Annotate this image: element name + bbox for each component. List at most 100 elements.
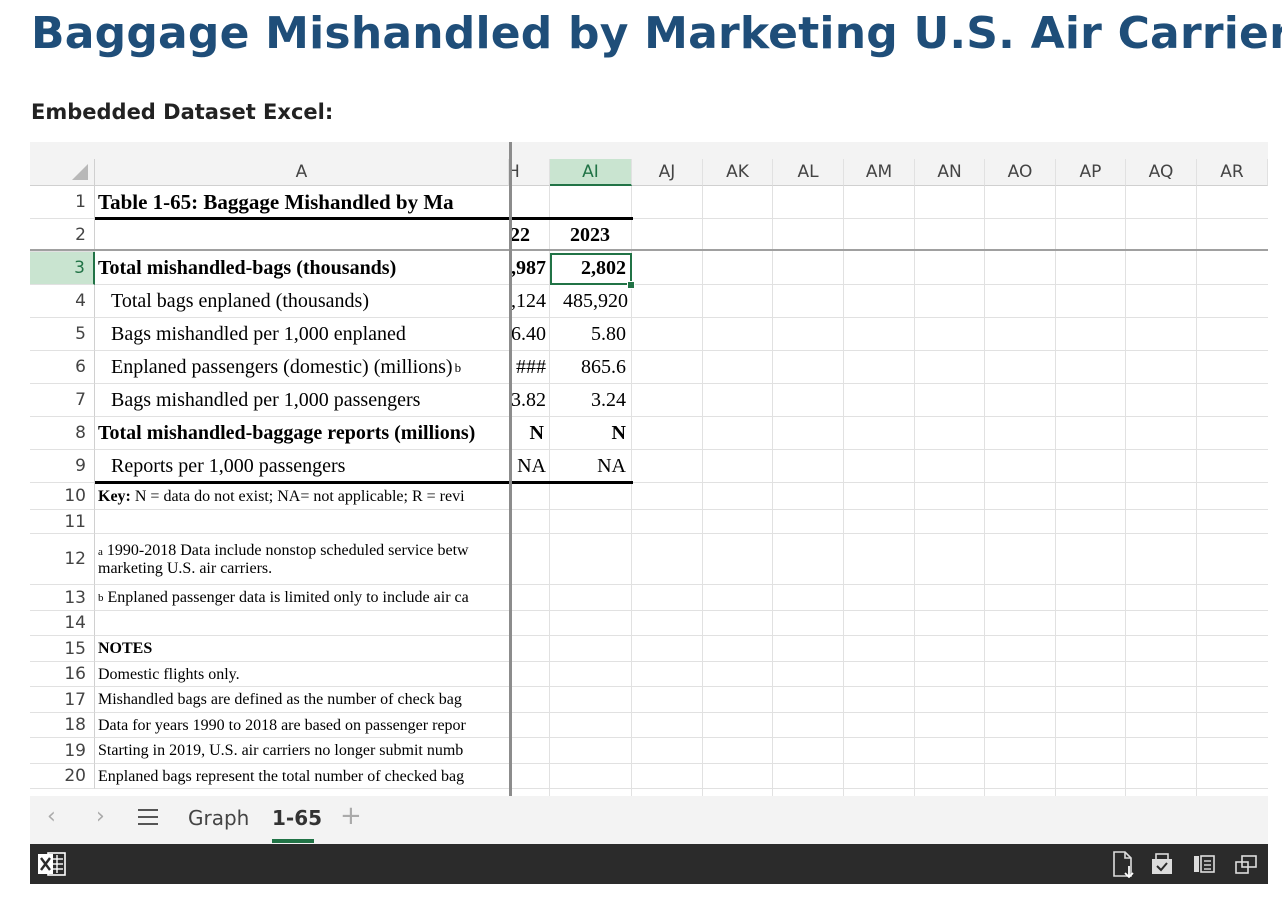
footnote-b-text: Enplaned passenger data is limited only … [103, 589, 469, 606]
cell-h4[interactable]: ,124 [511, 290, 546, 312]
row-header-16[interactable]: 16 [30, 662, 95, 687]
cell-a19[interactable]: Starting in 2019, U.S. air carriers no l… [98, 742, 464, 759]
row-header-12[interactable]: 12 [30, 534, 95, 585]
cell-h2[interactable]: 22 [510, 224, 530, 246]
row-header-15[interactable]: 15 [30, 636, 95, 662]
cell-a15-notes[interactable]: NOTES [98, 640, 153, 657]
row-header-6[interactable]: 6 [30, 351, 95, 384]
gridline [1055, 186, 1056, 796]
cell-h3[interactable]: ,987 [511, 257, 546, 279]
cell-a17[interactable]: Mishandled bags are defined as the numbe… [98, 691, 462, 708]
gridline [1125, 186, 1126, 796]
excel-logo-icon[interactable] [37, 850, 67, 878]
cell-ai9[interactable]: NA [597, 455, 626, 477]
freeze-pane-vertical [509, 142, 512, 796]
column-header-al[interactable]: AL [773, 159, 844, 186]
cell-ai5[interactable]: 5.80 [591, 323, 626, 345]
cell-h5[interactable]: 6.40 [511, 323, 546, 345]
cell-ai7[interactable]: 3.24 [591, 389, 626, 411]
fill-handle[interactable] [627, 281, 635, 289]
active-cell-selection[interactable] [550, 253, 632, 285]
gridline [95, 788, 1268, 789]
prev-sheet-button[interactable]: ‹ [47, 804, 56, 829]
row-header-7[interactable]: 7 [30, 384, 95, 417]
gridline [95, 661, 1268, 662]
all-sheets-menu-icon[interactable] [138, 808, 160, 826]
cell-ai8[interactable]: N [611, 422, 626, 444]
cell-ai4[interactable]: 485,920 [563, 290, 628, 312]
row-header-19[interactable]: 19 [30, 738, 95, 764]
column-header-an[interactable]: AN [915, 159, 985, 186]
cell-a6[interactable]: Enplaned passengers (domestic) (millions… [98, 351, 521, 384]
cell-a12-footnote-a[interactable]: a 1990-2018 Data include nonstop schedul… [98, 537, 508, 583]
column-header-ak[interactable]: AK [703, 159, 773, 186]
cell-a8[interactable]: Total mishandled-baggage reports (millio… [98, 422, 476, 444]
sheet-tab-bar: ‹ › Graph 1-65 + [30, 796, 1268, 844]
column-header-ar[interactable]: AR [1197, 159, 1268, 186]
gridline [95, 482, 1268, 483]
column-header-aq[interactable]: AQ [1126, 159, 1197, 186]
column-header-h-label: H [512, 162, 520, 182]
sheet-tab-graph[interactable]: Graph [188, 806, 250, 830]
next-sheet-button[interactable]: › [96, 804, 105, 829]
row-header-18[interactable]: 18 [30, 713, 95, 738]
popout-icon[interactable] [1232, 850, 1260, 878]
cell-ai6[interactable]: 865.6 [581, 356, 626, 378]
excel-embed[interactable]: A H AI AJ AK AL AM AN AO AP AQ AR 1 2 3 … [30, 142, 1268, 884]
column-header-ao[interactable]: AO [985, 159, 1056, 186]
column-header-aj[interactable]: AJ [632, 159, 703, 186]
row-header-8[interactable]: 8 [30, 417, 95, 450]
row-header-20[interactable]: 20 [30, 764, 95, 789]
select-all-corner[interactable] [30, 159, 95, 186]
gridline [914, 186, 915, 796]
embedded-dataset-label: Embedded Dataset Excel: [31, 100, 334, 124]
column-header-am[interactable]: AM [844, 159, 915, 186]
footnote-b-marker-note: b [98, 592, 104, 604]
gridline [95, 686, 1268, 687]
gridline [95, 533, 1268, 534]
grid-top-strip [30, 142, 1268, 159]
column-header-a[interactable]: A [95, 159, 509, 186]
column-header-ai[interactable]: AI [550, 159, 632, 186]
cell-a13-footnote-b[interactable]: b Enplaned passenger data is limited onl… [98, 585, 508, 611]
cell-a1-table-title[interactable]: Table 1-65: Baggage Mishandled by Ma [98, 190, 454, 214]
cell-ai3[interactable]: 2,802 [581, 257, 626, 279]
row-header-9[interactable]: 9 [30, 450, 95, 483]
row-header-11[interactable]: 11 [30, 510, 95, 534]
cell-a16[interactable]: Domestic flights only. [98, 665, 240, 683]
cell-a5[interactable]: Bags mishandled per 1,000 enplaned [111, 323, 406, 345]
reading-view-icon[interactable] [1190, 850, 1218, 878]
download-icon[interactable] [1109, 850, 1137, 878]
row-header-14[interactable]: 14 [30, 611, 95, 636]
cell-h6[interactable]: ### [516, 356, 546, 378]
cell-a10-key[interactable]: Key: N = data do not exist; NA= not appl… [98, 483, 508, 510]
cell-a4[interactable]: Total bags enplaned (thousands) [111, 290, 369, 312]
cell-ai2-year[interactable]: 2023 [570, 224, 610, 246]
cell-a9[interactable]: Reports per 1,000 passengers [111, 455, 346, 477]
cell-a7[interactable]: Bags mishandled per 1,000 passengers [111, 389, 421, 411]
cell-a3[interactable]: Total mishandled-bags (thousands) [98, 257, 397, 279]
cell-h9[interactable]: NA [517, 455, 546, 477]
row-header-5[interactable]: 5 [30, 318, 95, 351]
row-header-13[interactable]: 13 [30, 585, 95, 611]
row-header-10[interactable]: 10 [30, 483, 95, 510]
add-sheet-button[interactable]: + [340, 801, 362, 831]
gridline [95, 284, 1268, 285]
cell-a20[interactable]: Enplaned bags represent the total number… [98, 767, 465, 785]
active-sheet-indicator [272, 839, 314, 843]
gridline [843, 186, 844, 796]
row-header-3[interactable]: 3 [30, 252, 95, 285]
sheet-tab-1-65[interactable]: 1-65 [272, 806, 323, 830]
cell-a18[interactable]: Data for years 1990 to 2018 are based on… [98, 716, 466, 734]
save-icon[interactable] [1148, 850, 1176, 878]
row-header-4[interactable]: 4 [30, 285, 95, 318]
row-header-2[interactable]: 2 [30, 219, 95, 252]
row-header-17[interactable]: 17 [30, 687, 95, 713]
gridline [95, 317, 1268, 318]
spreadsheet-grid[interactable]: A H AI AJ AK AL AM AN AO AP AQ AR 1 2 3 … [30, 142, 1268, 796]
cell-h8[interactable]: N [529, 422, 544, 444]
column-header-ap[interactable]: AP [1056, 159, 1126, 186]
cell-h7[interactable]: 3.82 [511, 389, 546, 411]
row-header-1[interactable]: 1 [30, 186, 95, 219]
column-header-h[interactable]: H [512, 159, 550, 186]
